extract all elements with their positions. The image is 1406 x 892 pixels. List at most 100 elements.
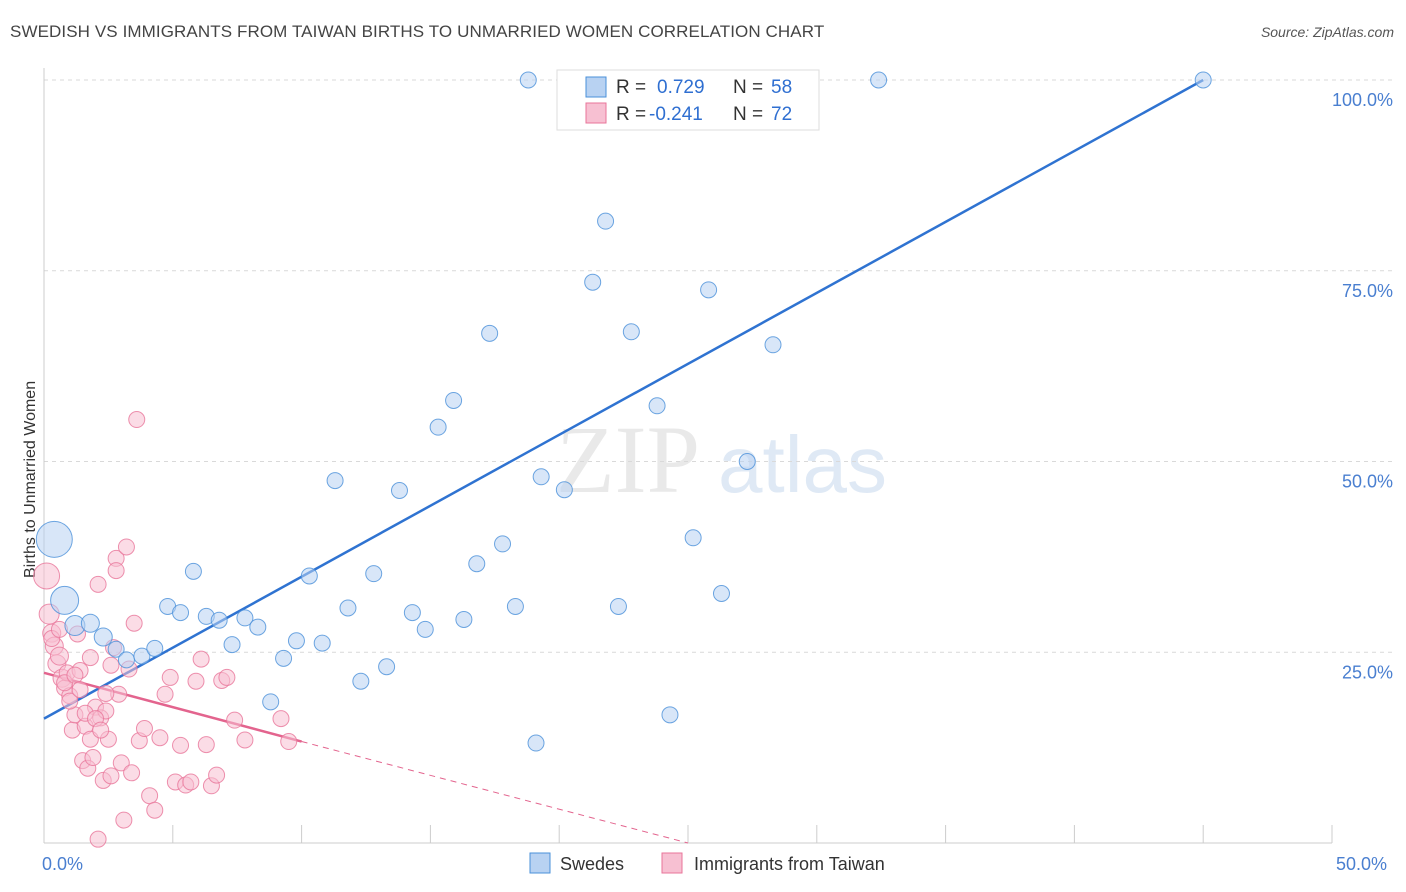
swedes-point-31 — [445, 391, 463, 409]
swedes-point-32 — [455, 610, 473, 628]
y-tick-label-100: 100.0% — [1332, 90, 1393, 110]
swedes-point-39 — [532, 468, 550, 486]
y-tick-labels: 25.0% 50.0% 75.0% 100.0% — [1332, 90, 1393, 682]
legend-swatch-swedes — [585, 76, 607, 98]
swedes-point-16 — [249, 618, 267, 636]
swedes-point-5 — [107, 640, 125, 658]
taiwan-point-29 — [112, 754, 130, 772]
taiwan-point-52 — [218, 668, 236, 686]
taiwan-point-41 — [161, 668, 179, 686]
legend-n-label-1: N = — [733, 77, 763, 98]
series-legend: Swedes Immigrants from Taiwan — [529, 852, 885, 874]
taiwan-point-30 — [115, 811, 133, 829]
swedes-point-37 — [519, 71, 537, 89]
swedes-point-26 — [378, 658, 396, 676]
swedes-point-8 — [146, 639, 164, 657]
swedes-point-3 — [80, 613, 100, 633]
swedes-point-44 — [609, 597, 627, 615]
taiwan-point-48 — [197, 736, 215, 754]
swedes-point-48 — [661, 706, 679, 724]
swedes-point-56 — [870, 71, 888, 89]
swedes-point-50 — [684, 529, 702, 547]
taiwan-point-25 — [102, 767, 120, 785]
swedes-point-21 — [313, 634, 331, 652]
legend-r-label-1: R = — [616, 77, 646, 98]
swedes-point-30 — [429, 418, 447, 436]
taiwan-point-66 — [97, 684, 115, 702]
bottom-legend-swatch-swedes — [529, 852, 551, 874]
taiwan-point-68 — [107, 562, 125, 580]
legend-n-value-2: 72 — [771, 104, 792, 125]
swedes-point-20 — [300, 567, 318, 585]
swedes-point-33 — [468, 555, 486, 573]
swedes-point-34 — [481, 324, 499, 342]
swedes-point-42 — [584, 273, 602, 291]
swedes-point-14 — [223, 636, 241, 654]
taiwan-point-65 — [92, 721, 110, 739]
swedes-point-0 — [35, 520, 73, 558]
taiwan-point-46 — [187, 672, 205, 690]
y-tick-label-25: 25.0% — [1342, 662, 1393, 682]
swedes-point-51 — [700, 281, 718, 299]
swedes-point-23 — [339, 599, 357, 617]
correlation-legend: R = 0.729 N = 58 R = -0.241 N = 72 — [556, 69, 820, 131]
taiwan-point-31 — [117, 538, 135, 556]
taiwan-point-60 — [66, 666, 84, 684]
taiwan-point-40 — [156, 685, 174, 703]
taiwan-trend-line — [43, 671, 302, 743]
swedes-point-1 — [50, 585, 80, 615]
taiwan-point-69 — [272, 710, 290, 728]
taiwan-point-70 — [280, 733, 298, 751]
swedes-point-47 — [648, 397, 666, 415]
swedes-point-24 — [352, 672, 370, 690]
swedes-point-6 — [117, 651, 135, 669]
swedes-point-27 — [390, 481, 408, 499]
swedes-point-10 — [172, 604, 190, 622]
taiwan-point-61 — [71, 681, 89, 699]
swedes-point-43 — [597, 212, 615, 230]
swedes-point-52 — [712, 584, 730, 602]
bottom-legend-swatch-taiwan — [661, 852, 683, 874]
grid-lines — [44, 79, 1392, 653]
swedes-point-17 — [262, 693, 280, 711]
taiwan-point-39 — [151, 729, 169, 747]
swedes-point-57 — [1194, 71, 1212, 89]
swedes-point-7 — [133, 647, 151, 665]
swedes-point-13 — [210, 611, 228, 629]
taiwan-point-18 — [84, 749, 102, 767]
swedes-point-38 — [527, 734, 545, 752]
taiwan-point-47 — [192, 650, 210, 668]
taiwan-point-34 — [125, 614, 143, 632]
legend-n-value-1: 58 — [771, 77, 792, 98]
taiwan-point-20 — [89, 575, 107, 593]
swedes-point-55 — [764, 336, 782, 354]
taiwan-point-33 — [123, 764, 141, 782]
swedes-point-25 — [365, 565, 383, 583]
taiwan-point-55 — [128, 411, 146, 429]
taiwan-point-67 — [102, 656, 120, 674]
y-axis-label: Births to Unmarried Women — [22, 381, 39, 578]
watermark-zip: ZIP — [556, 406, 700, 513]
legend-r-value-1: 0.729 — [657, 77, 705, 98]
taiwan-point-38 — [146, 801, 164, 819]
legend-n-label-2: N = — [733, 104, 763, 125]
taiwan-point-0 — [33, 562, 61, 590]
legend-swatch-taiwan — [585, 102, 607, 124]
swedes-point-36 — [506, 597, 524, 615]
taiwan-point-71 — [89, 830, 107, 848]
y-tick-label-75: 75.0% — [1342, 281, 1393, 301]
chart-title: SWEDISH VS IMMIGRANTS FROM TAIWAN BIRTHS… — [10, 22, 825, 41]
swedes-point-54 — [738, 453, 756, 470]
taiwan-point-63 — [81, 649, 99, 667]
taiwan-point-43 — [172, 736, 190, 754]
swedes-point-45 — [622, 323, 640, 341]
bottom-legend-label-taiwan: Immigrants from Taiwan — [694, 854, 885, 874]
swedes-point-22 — [326, 472, 344, 490]
taiwan-point-53 — [226, 711, 244, 729]
trend-lines — [43, 78, 1204, 844]
swedes-point-15 — [236, 609, 254, 627]
swedes-point-40 — [555, 481, 573, 499]
x-tick-label-min: 0.0% — [42, 854, 83, 874]
taiwan-point-59 — [61, 692, 79, 710]
swedes-point-18 — [275, 649, 293, 667]
